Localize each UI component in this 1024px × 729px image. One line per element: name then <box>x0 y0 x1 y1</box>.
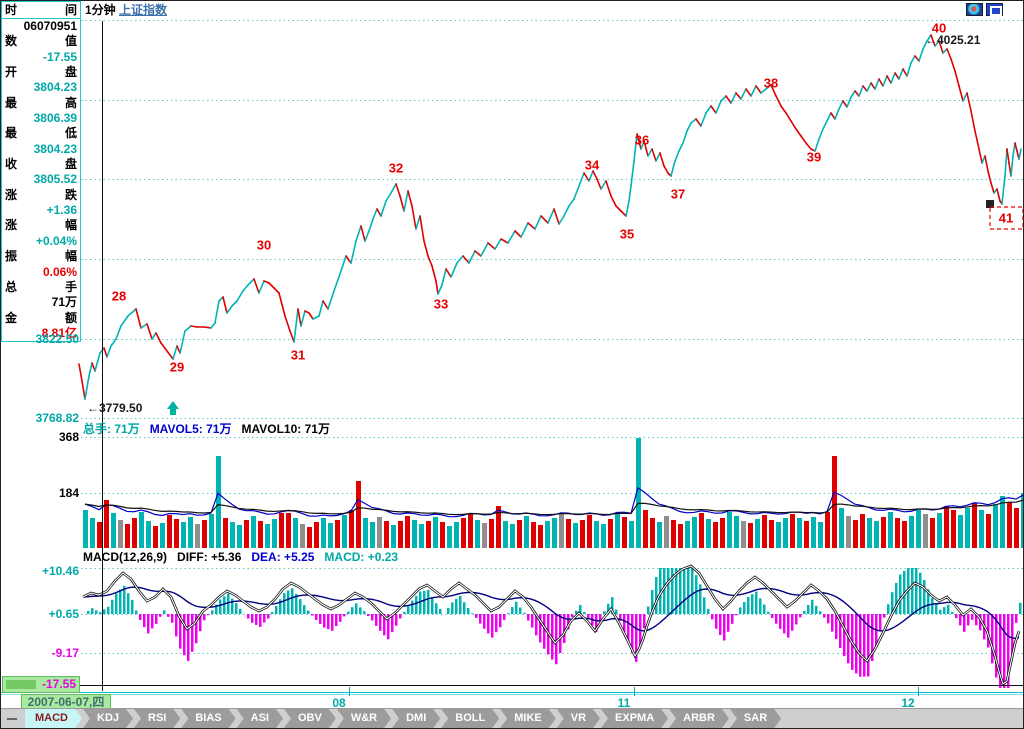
sidebar-field-label: 金额 <box>5 310 77 325</box>
volume-header-item: MAVOL5: 71万 <box>149 422 232 436</box>
high-price-annotation: ←4025.21 <box>925 33 981 47</box>
macd-header-item: MACD: +0.23 <box>324 550 399 564</box>
price-axis-label: 3822.50 <box>35 332 79 346</box>
date-readout: 2007-06-07,四 <box>21 694 111 711</box>
tab-expma[interactable]: EXPMA <box>601 709 668 728</box>
wave-label-30: 30 <box>256 237 272 253</box>
wave-label-28: 28 <box>111 288 127 304</box>
up-arrow-marker <box>167 401 179 415</box>
tab-wr[interactable]: W&R <box>337 709 391 728</box>
sidebar-field-label: 收盘 <box>5 157 77 172</box>
wave-label-35: 35 <box>619 226 635 242</box>
wave-label-38: 38 <box>763 75 779 91</box>
sidebar-field-value: 0.06% <box>42 264 77 279</box>
tab-kdj[interactable]: KDJ <box>83 709 133 728</box>
tab-macd[interactable]: MACD <box>25 709 82 728</box>
x-axis-label-08: 08 <box>332 696 346 710</box>
tab-asi[interactable]: ASI <box>237 709 283 728</box>
tab-mike[interactable]: MIKE <box>500 709 556 728</box>
volume-header: 总手: 71万 MAVOL5: 71万 MAVOL10: 71万 <box>83 420 340 437</box>
sidebar-field-label: 振幅 <box>5 249 77 264</box>
wave-label-40: 40 <box>931 20 947 36</box>
wave-label-33: 33 <box>433 296 449 312</box>
tab-dmi[interactable]: DMI <box>392 709 440 728</box>
tab-arbr[interactable]: ARBR <box>669 709 729 728</box>
x-axis-label-11: 11 <box>617 696 631 710</box>
macd-axis-label: -9.17 <box>51 646 79 660</box>
macd-header-item: DEA: +5.25 <box>251 550 315 564</box>
time-value: 06070951 <box>23 19 77 33</box>
sidebar-field-label: 涨幅 <box>5 218 77 233</box>
wave-label-32: 32 <box>388 160 404 176</box>
tab-boll[interactable]: BOLL <box>441 709 499 728</box>
chart-icon[interactable] <box>966 3 983 16</box>
sidebar-field-label: 涨跌 <box>5 187 77 202</box>
x-axis-label-12: 12 <box>901 696 915 710</box>
sidebar-field-value: 3804.23 <box>33 141 77 156</box>
tabbar-handle[interactable] <box>7 718 17 720</box>
macd-axis-label: +10.46 <box>41 564 79 578</box>
sidebar-field-value: -17.55 <box>42 49 77 64</box>
period-label[interactable]: 1分钟 <box>85 3 116 17</box>
sidebar-field-value: 3806.39 <box>33 111 77 126</box>
wave-label-34: 34 <box>584 157 600 173</box>
wave-label-31: 31 <box>290 347 306 363</box>
volume-header-item: MAVOL10: 71万 <box>241 422 330 436</box>
sidebar-field-label: 最高 <box>5 95 77 110</box>
wave-label-36: 36 <box>634 132 650 148</box>
chart-header: 1分钟 上证指数 <box>81 1 1023 19</box>
readout-smudge <box>6 680 36 689</box>
sidebar-field-value: 8.81亿 <box>41 325 77 340</box>
sidebar-title-char: 时 <box>5 3 18 17</box>
macd-cursor-readout: -17.55 <box>2 676 80 693</box>
sidebar-field-label: 数值 <box>5 34 77 49</box>
sidebar-field-label: 开盘 <box>5 65 77 80</box>
tab-bias[interactable]: BIAS <box>181 709 235 728</box>
volume-axis-label: 368 <box>58 430 79 444</box>
macd-header-item: MACD(12,26,9) <box>83 550 168 564</box>
sidebar-field-value: +1.36 <box>46 203 77 218</box>
tab-vr[interactable]: VR <box>557 709 600 728</box>
sidebar-field-value: +0.04% <box>35 233 77 248</box>
price-axis-label: 3768.82 <box>35 411 79 425</box>
volume-axis-label: 184 <box>58 486 79 500</box>
volume-header-item: 总手: 71万 <box>83 422 140 436</box>
sidebar-field-value: 71万 <box>51 295 77 310</box>
wave-label-29: 29 <box>169 359 185 375</box>
macd-header-item: DIFF: +5.36 <box>177 550 242 564</box>
tab-rsi[interactable]: RSI <box>134 709 180 728</box>
sidebar-title: 时 间 <box>2 2 80 19</box>
tab-sar[interactable]: SAR <box>730 709 781 728</box>
indicator-tabbar: MACD KDJ RSI BIAS ASI OBV W&R DMI BOLL MIKE VR EXPM… <box>1 708 1023 728</box>
symbol-link[interactable]: 上证指数 <box>119 3 168 17</box>
low-price-annotation: ←3779.50 <box>87 401 143 415</box>
wave-label-39: 39 <box>806 149 822 165</box>
maximize-icon[interactable] <box>986 3 1003 16</box>
wave-label-37: 37 <box>670 186 686 202</box>
sidebar-title-char: 间 <box>64 3 77 17</box>
wave-label-41: 41 <box>998 210 1014 226</box>
macd-axis-label: +0.65 <box>48 607 79 621</box>
tab-obv[interactable]: OBV <box>284 709 336 728</box>
macd-header: MACD(12,26,9) DIFF: +5.36 DEA: +5.25 MACD: … <box>83 550 408 564</box>
sidebar-field-label: 最低 <box>5 126 77 141</box>
sidebar-field-label: 总手 <box>5 279 77 294</box>
sidebar-field-value: 3804.23 <box>33 80 77 95</box>
sidebar-field-value: 3805.52 <box>33 172 77 187</box>
quote-sidebar: 时 间 06070951 数值 -17.55 开盘 3804.23 最高 3806.39 最… <box>1 1 81 342</box>
